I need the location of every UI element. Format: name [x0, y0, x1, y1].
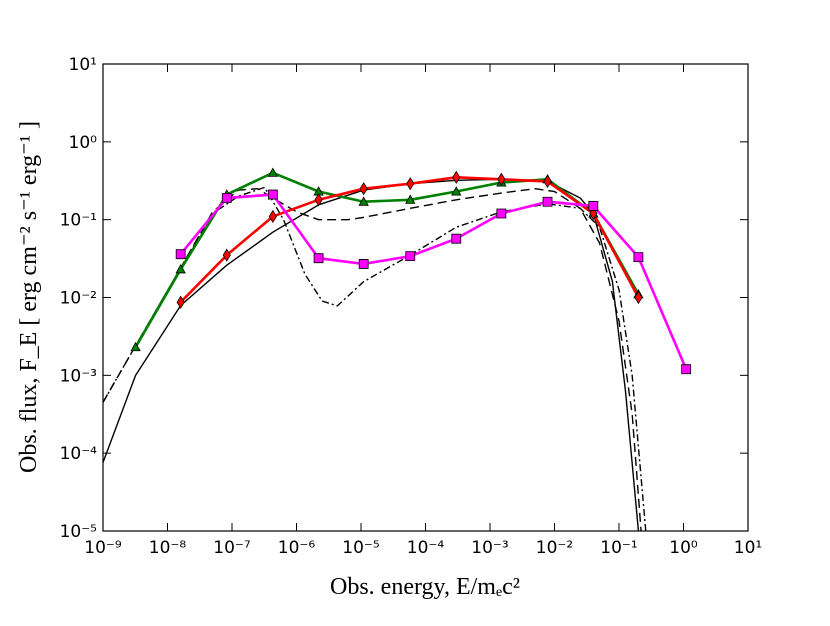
y-tick-label: 10⁻¹ [60, 211, 97, 231]
y-tick-label: 10⁻⁴ [60, 444, 98, 464]
data-point [358, 259, 369, 269]
data-point [175, 249, 186, 260]
series-line [103, 187, 642, 531]
y-tick-label: 10⁻⁵ [60, 522, 97, 542]
data-point [222, 248, 231, 262]
data-point [313, 253, 324, 264]
x-tick-label: 10⁻⁸ [149, 538, 187, 558]
x-tick-label: 10⁻⁵ [342, 538, 379, 558]
data-point [359, 182, 368, 196]
series-line [103, 186, 647, 531]
x-tick-label: 10⁻² [536, 538, 573, 558]
data-point [358, 196, 369, 206]
series-line [179, 193, 688, 370]
plot-area [103, 171, 688, 531]
data-point [542, 196, 553, 207]
data-point [267, 167, 279, 177]
series-line [103, 178, 640, 531]
data-point [634, 290, 643, 305]
y-tick-label: 10⁰ [69, 133, 98, 153]
x-tick-label: 10⁰ [669, 538, 698, 558]
data-point [543, 174, 552, 189]
y-tick-label: 10⁻³ [60, 366, 97, 386]
data-point [588, 201, 599, 211]
data-point [221, 193, 232, 203]
data-point [176, 295, 185, 309]
data-point [406, 177, 415, 191]
data-point [175, 264, 186, 274]
x-tick-label: 10⁻³ [471, 538, 508, 558]
data-point [452, 170, 461, 184]
data-point [267, 189, 278, 200]
data-point [496, 208, 507, 219]
x-tick-label: 10¹ [734, 538, 762, 558]
y-tick-label: 10⁻² [60, 289, 97, 309]
x-tick-label: 10⁻⁴ [407, 538, 445, 558]
y-tick-label: 10¹ [69, 55, 97, 75]
data-point [451, 186, 462, 196]
data-point [633, 252, 644, 263]
plot-frame [102, 63, 749, 532]
x-tick-label: 10⁻⁷ [213, 538, 251, 558]
data-point [268, 209, 277, 224]
data-point [451, 233, 462, 244]
x-tick-label: 10⁻¹ [600, 538, 637, 558]
x-tick-label: 10⁻⁶ [278, 538, 316, 558]
y-axis-label: Obs. flux, F_E [ erg cm⁻² s⁻¹ erg⁻¹ ] [16, 121, 42, 473]
data-point [130, 341, 141, 352]
data-point [405, 194, 416, 204]
x-tick-label: 10⁻⁹ [84, 538, 122, 558]
data-point [405, 251, 416, 262]
data-point [314, 193, 323, 207]
data-point [497, 172, 506, 186]
data-point [681, 364, 692, 375]
x-axis-label: Obs. energy, E/mₑc² [330, 574, 520, 600]
